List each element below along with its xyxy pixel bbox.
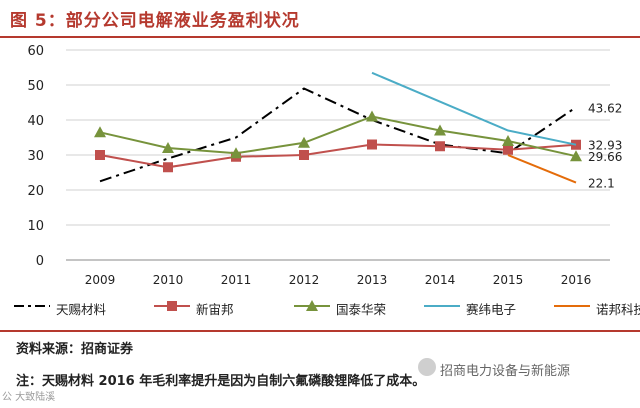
data-point-marker [366,110,378,122]
chart-legend: 天赐材料 新宙邦 国泰华荣 赛纬电子 诺邦科技 [12,296,640,320]
series-line [99,87,577,183]
wechat-logo-icon [418,358,436,376]
y-tick-label: 20 [27,184,44,199]
data-point-marker [503,144,513,155]
x-tick-label: 2012 [289,273,320,287]
legend-label: 天赐材料 [56,302,107,317]
y-tick-label: 30 [27,149,44,164]
x-tick-label: 2015 [493,273,524,287]
source-bar: 资料来源：招商证券 [0,330,640,360]
legend-swatch-icon [14,305,50,307]
data-label: 43.62 [588,101,622,115]
x-tick-label: 2011 [221,273,252,287]
series-line [99,115,577,158]
data-point-marker [94,126,106,138]
data-point-marker [435,141,445,152]
watermark-left: 公 大致陆溪 [2,392,56,403]
watermark-account: 招商电力设备与新能源 [440,364,571,379]
legend-swatch-icon [154,301,190,311]
legend-swatch-icon [554,305,590,307]
x-tick-label: 2014 [425,273,456,287]
legend-label: 赛纬电子 [466,302,517,317]
legend-swatch-icon [294,300,330,311]
data-label: 22.1 [588,177,615,191]
x-tick-label: 2013 [357,273,388,287]
y-tick-label: 40 [27,114,44,129]
data-point-marker [570,150,582,162]
x-tick-label: 2009 [85,273,116,287]
data-point-marker [502,135,514,146]
legend-label: 新宙邦 [196,302,234,317]
y-tick-label: 0 [36,254,44,269]
data-point-marker [163,162,173,173]
series-line [99,143,577,169]
data-point-marker [162,142,174,153]
data-point-marker [230,147,242,159]
legend-label: 国泰华荣 [336,302,387,317]
data-point-marker [367,139,377,150]
series-line [507,154,577,184]
x-tick-label: 2016 [561,273,592,287]
data-point-marker [571,139,581,150]
data-label: 32.93 [588,139,622,153]
figure-title: 图 5：部分公司电解液业务盈利状况 [10,11,300,31]
legend-swatch-icon [424,305,460,307]
data-point-marker [298,136,310,148]
y-tick-label: 10 [27,219,44,234]
data-point-marker [434,124,446,136]
source-text: 资料来源：招商证券 [16,342,134,357]
y-tick-label: 60 [27,44,44,59]
data-label: 29.66 [588,150,622,164]
footnote: 注：天赐材料 2016 年毛利率提升是因为自制六氟磷酸锂降低了成本。 [16,374,426,389]
figure-title-bar: 图 5：部分公司电解液业务盈利状况 [0,0,640,38]
data-point-marker [299,150,309,160]
line-chart: 0 10 20 30 40 50 60 2009 2010 2011 2012 2013 2014 201… [27,44,622,287]
series-line [371,71,577,146]
data-point-marker [95,150,105,160]
y-tick-label: 50 [27,79,44,94]
x-tick-label: 2010 [153,273,184,287]
legend-label: 诺邦科技 [596,302,640,317]
